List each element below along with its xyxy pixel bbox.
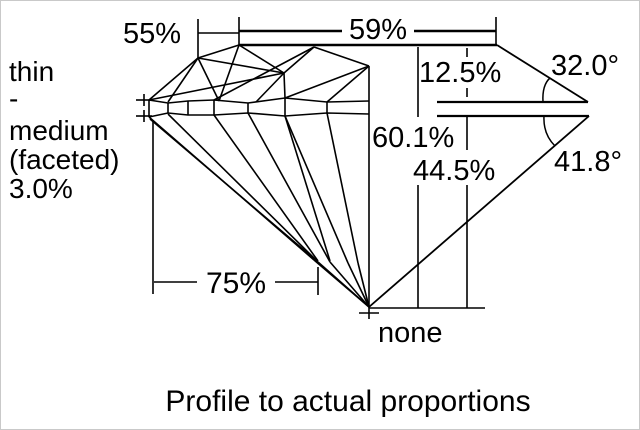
diagram-caption: Profile to actual proportions: [165, 385, 530, 418]
crown-facets: [148, 44, 370, 103]
culet-cross-mark: [359, 307, 379, 319]
girdle-cross-marks: [136, 94, 152, 122]
lower-girdle-label: 75%: [206, 267, 266, 300]
culet-label: none: [378, 317, 443, 349]
girdle-label-line2: -: [9, 83, 18, 114]
girdle-thickness-label: thin - medium (faceted) 3.0%: [9, 56, 120, 204]
girdle-band: [148, 97, 370, 118]
pavilion-angle-arc: [543, 115, 556, 147]
total-depth-label: 60.1%: [372, 122, 454, 154]
pavilion-facets: [148, 66, 370, 308]
crown-height-label: 12.5%: [419, 57, 501, 89]
crown-angle-arc: [542, 77, 551, 103]
pavilion-slope-line: [368, 115, 590, 308]
girdle-label-line4: (faceted): [9, 144, 120, 175]
cross-section-outline: [239, 43, 590, 308]
dimension-lines: [136, 17, 497, 319]
girdle-label-line5: 3.0%: [9, 173, 73, 204]
girdle-label-line1: thin: [9, 56, 54, 87]
pavilion-depth-label: 44.5%: [413, 155, 495, 187]
star-length-label: 55%: [123, 18, 181, 50]
table-size-label: 59%: [349, 14, 407, 46]
girdle-label-line3: medium: [9, 115, 109, 146]
crown-angle-label: 32.0°: [551, 50, 619, 82]
pavilion-angle-label: 41.8°: [554, 146, 622, 178]
crown-slope-line: [496, 44, 589, 103]
